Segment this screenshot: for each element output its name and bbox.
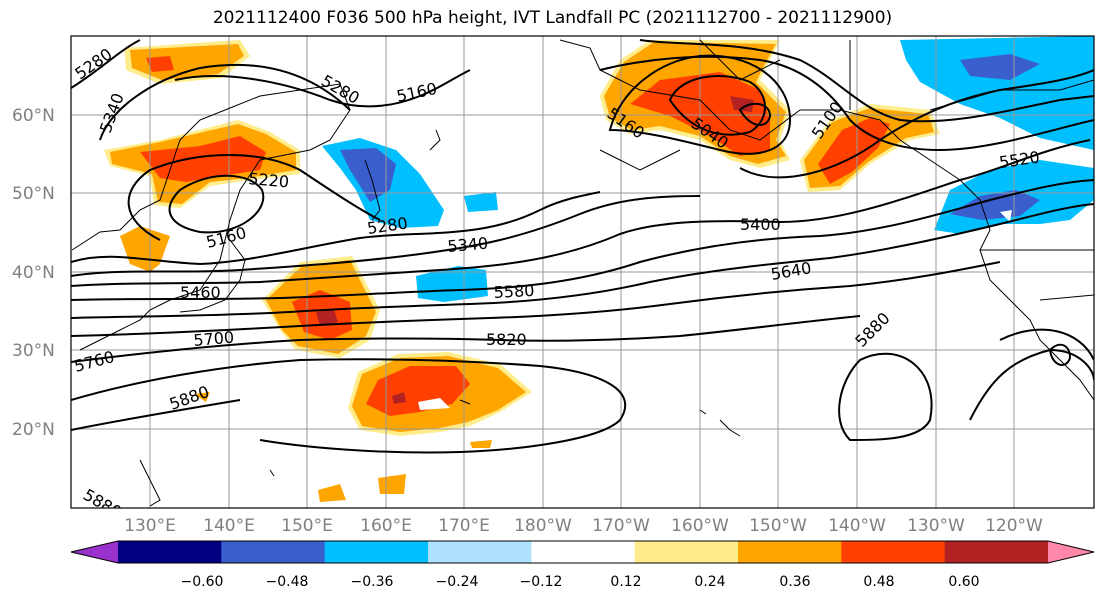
colorbar-tick-label: 0.24	[694, 574, 725, 590]
lon-label: 120°W	[985, 516, 1043, 536]
lon-label: 140°W	[828, 516, 886, 536]
lon-label: 170°E	[438, 516, 490, 536]
colorbar-extend-right	[1048, 541, 1094, 563]
colorbar-tick-label: −0.36	[351, 574, 394, 590]
lon-label: 160°W	[671, 516, 729, 536]
lat-label: 20°N	[12, 420, 55, 440]
colorbar-tick-label: −0.12	[520, 574, 563, 590]
colorbar-ticks: −0.60 −0.48 −0.36 −0.24 −0.12 0.12 0.24 …	[181, 574, 980, 590]
colorbar-segment	[841, 541, 946, 563]
latitude-labels: 60°N 50°N 40°N 30°N 20°N	[12, 106, 55, 440]
lat-label: 30°N	[12, 341, 55, 361]
colorbar-extend-left	[71, 541, 118, 563]
colorbar-segment	[738, 541, 842, 563]
contour-label: 5460	[180, 283, 221, 302]
colorbar-segment	[118, 541, 222, 563]
lon-label: 130°E	[124, 516, 176, 536]
lat-label: 50°N	[12, 184, 55, 204]
contour-label: 5400	[740, 215, 781, 234]
colorbar-segment	[531, 541, 636, 563]
colorbar-tick-label: −0.60	[181, 574, 224, 590]
colorbar	[70, 540, 1095, 564]
lon-label: 140°E	[203, 516, 255, 536]
height-contours	[71, 39, 1094, 454]
lon-label: 150°E	[281, 516, 333, 536]
lat-label: 60°N	[12, 106, 55, 126]
colorbar-tick-label: 0.60	[948, 574, 979, 590]
colorbar-segment	[221, 541, 326, 563]
ivt-positive-shading	[104, 40, 940, 502]
colorbar-segment	[944, 541, 1049, 563]
contour-label: 5700	[193, 328, 235, 350]
colorbar-tick-label: −0.24	[436, 574, 479, 590]
lon-label: 180°W	[514, 516, 572, 536]
contour-label: 5340	[447, 234, 489, 256]
colorbar-segment	[324, 541, 429, 563]
contour-label: 5220	[248, 169, 290, 191]
coastlines	[71, 39, 1094, 507]
colorbar-segment	[428, 541, 532, 563]
lat-label: 40°N	[12, 263, 55, 283]
lon-label: 150°W	[749, 516, 807, 536]
contour-label: 5820	[486, 330, 527, 349]
colorbar-outline	[70, 540, 1095, 564]
contour-label: 5580	[493, 281, 535, 302]
colorbar-tick-label: −0.48	[266, 574, 309, 590]
longitude-labels: 130°E 140°E 150°E 160°E 170°E 180°W 170°…	[124, 516, 1043, 536]
colorbar-segment	[634, 541, 739, 563]
lon-label: 160°E	[360, 516, 412, 536]
colorbar-tick-label: 0.36	[779, 574, 810, 590]
colorbar-tick-label: 0.48	[863, 574, 894, 590]
lon-label: 170°W	[592, 516, 650, 536]
ivt-negative-shading	[322, 36, 1094, 302]
map-frame	[70, 35, 1095, 509]
lon-label: 130°W	[907, 516, 965, 536]
colorbar-tick-label: 0.12	[610, 574, 641, 590]
map-title: 2021112400 F036 500 hPa height, IVT Land…	[212, 8, 893, 28]
